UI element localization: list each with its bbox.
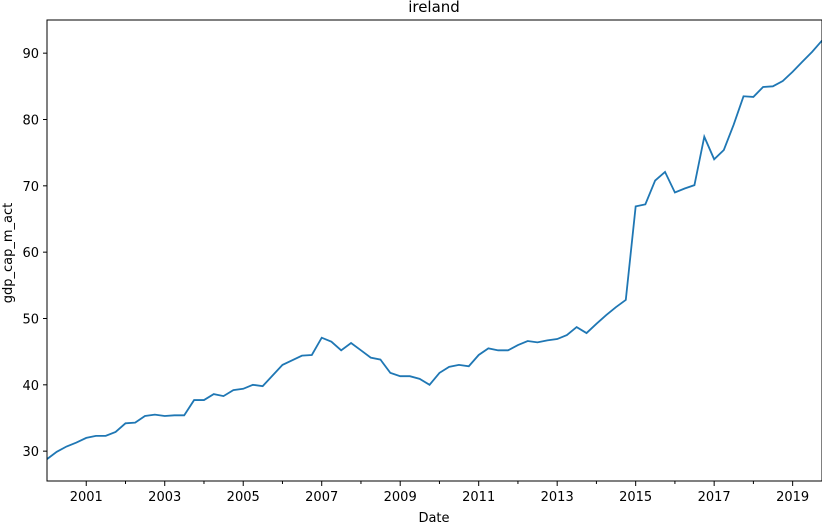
x-tick-label: 2017 [698, 490, 731, 505]
x-tick-label: 2019 [776, 490, 809, 505]
x-tick-label: 2001 [70, 490, 103, 505]
y-tick-label: 80 [22, 113, 39, 128]
plot-area [46, 19, 822, 482]
y-tick-label: 30 [22, 445, 39, 460]
y-tick-label: 70 [22, 180, 39, 195]
x-tick-label: 2013 [541, 490, 574, 505]
series-line [46, 39, 822, 460]
y-axis: 30 40 50 60 70 80 90 [22, 47, 47, 460]
x-axis: 2001 2003 2005 2007 2009 2011 2013 2015 2017 2019 [70, 481, 809, 505]
y-tick-label: 50 [22, 312, 39, 327]
x-tick-label: 2009 [384, 490, 417, 505]
y-tick-label: 90 [22, 47, 39, 62]
x-tick-label: 2005 [227, 490, 260, 505]
x-axis-label: Date [418, 511, 449, 525]
x-tick-label: 2007 [305, 490, 338, 505]
y-tick-label: 60 [22, 246, 39, 261]
x-tick-label: 2015 [619, 490, 652, 505]
x-tick-label: 2003 [148, 490, 181, 505]
x-tick-label: 2011 [462, 490, 495, 505]
y-axis-label: gdp_cap_m_act [1, 203, 16, 304]
chart-title: ireland [408, 0, 460, 16]
y-tick-label: 40 [22, 379, 39, 394]
